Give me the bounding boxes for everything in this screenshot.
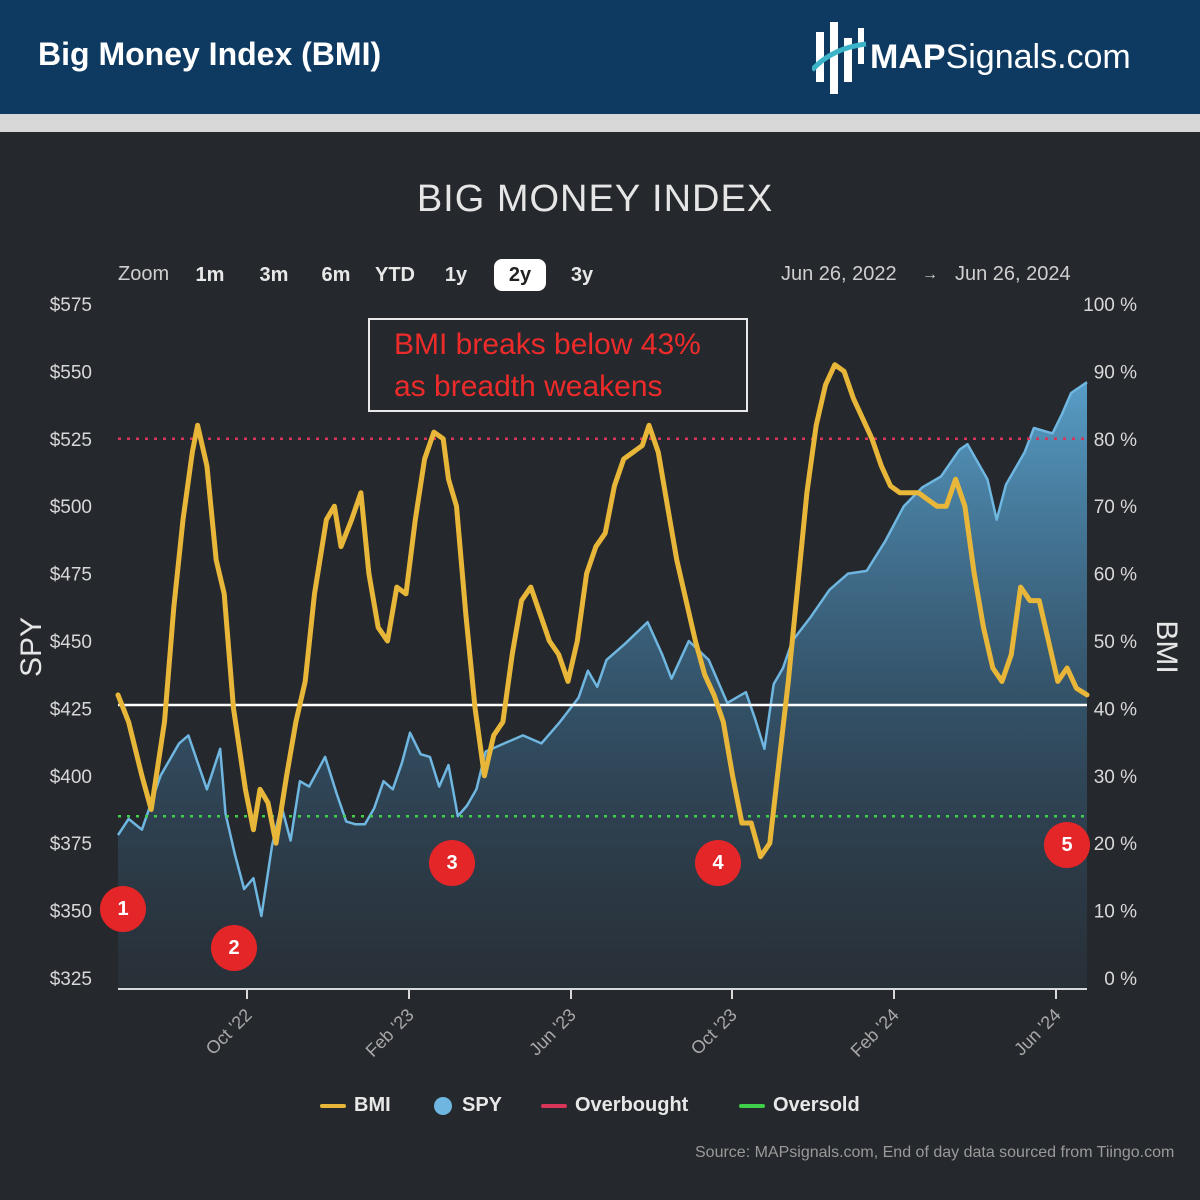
range-from[interactable]: Jun 26, 2022 [781,263,897,285]
page-title: Big Money Index (BMI) [38,36,382,72]
x-tick-label: Feb '23 [362,1005,418,1061]
y-right-tick-label: 50 % [1094,632,1137,653]
range-arrow: → [922,266,938,283]
y-right-tick-label: 40 % [1094,699,1137,720]
y-right-tick-label: 70 % [1094,497,1137,518]
bmi-line [115,362,1090,860]
y-axis-left: $575 $550 $525 $500 $475 $450 $425 $400 $375 $350… [50,295,92,990]
chart-title: BIG MONEY INDEX [416,178,774,220]
legend-spy-label: SPY [462,1094,503,1116]
marker-2: 2 [211,925,257,971]
legend-oversold-label: Oversold [773,1094,860,1116]
y-left-tick-label: $575 [50,295,92,316]
y-right-tick-label: 20 % [1094,834,1137,855]
header-divider [0,114,1200,132]
x-tick-label: Jun '24 [1010,1005,1065,1060]
marker-3: 3 [429,840,475,886]
annotation-line-1: BMI breaks below 43% [394,328,701,361]
marker-5: 5 [1044,822,1090,868]
y-left-tick-label: $500 [50,497,92,518]
zoom-button-1m[interactable]: 1m [195,264,225,286]
x-tick-label: Jun '23 [525,1005,580,1060]
y-left-tick-label: $325 [50,969,92,990]
x-tick-label: Feb '24 [847,1005,903,1061]
y-right-tick-label: 60 % [1094,565,1137,586]
x-tick-label: Oct '22 [202,1005,256,1059]
x-tick-label: Oct '23 [687,1005,741,1059]
source-note: Source: MAPsignals.com, End of day data … [695,1144,1175,1161]
y-left-tick-label: $350 [50,902,92,923]
legend-bmi-swatch [320,1103,346,1108]
annotation-line-2: as breadth weakens [394,370,663,403]
legend-bmi-label: BMI [354,1094,391,1116]
range-to[interactable]: Jun 26, 2024 [955,263,1071,285]
legend-oversold-swatch [739,1103,765,1108]
legend-bmi[interactable]: BMI [320,1094,391,1118]
y-left-tick-label: $550 [50,362,92,383]
legend-overbought-label: Overbought [575,1094,689,1116]
bars-logo-icon [810,22,867,94]
mapsignals-logo[interactable]: MAPSignals.com [810,18,1152,98]
y-right-tick-label: 30 % [1094,767,1137,788]
zoom-button-2y[interactable]: 2y [494,259,546,291]
marker-1: 1 [100,886,146,932]
y-right-tick-label: 80 % [1094,430,1137,451]
y-left-tick-label: $475 [50,565,92,586]
y-right-tick-label: 10 % [1094,902,1137,923]
legend-spy-swatch [434,1096,452,1115]
zoom-button-3m[interactable]: 3m [259,264,289,286]
y-right-tick-label: 0 % [1104,969,1137,990]
legend-spy[interactable]: SPY [434,1094,502,1118]
zoom-button-6m[interactable]: 6m [321,264,351,286]
zoom-button-1y[interactable]: 1y [444,264,468,286]
zoom-button-ytd[interactable]: YTD [375,264,415,286]
spy-line [116,381,1088,918]
legend-overbought[interactable]: Overbought [541,1094,688,1118]
y-left-tick-label: $400 [50,767,92,788]
marker-4: 4 [695,840,741,886]
series-layer [115,362,1090,988]
spy-area [118,382,1087,988]
zoom-label: Zoom [118,263,170,285]
legend-overbought-swatch [541,1103,567,1108]
y-axis-right: 100 % 90 % 80 % 70 % 60 % 50 % 40 % 30 % 20 % 10 … [1083,295,1137,990]
logo-text: MAPSignals.com [870,38,1131,76]
y-left-tick-label: $425 [50,699,92,720]
y-right-tick-label: 100 % [1083,295,1137,316]
y-right-tick-label: 90 % [1094,362,1137,383]
legend-oversold[interactable]: Oversold [739,1094,860,1118]
y-left-tick-label: $375 [50,834,92,855]
y-left-tick-label: $450 [50,632,92,653]
zoom-button-3y[interactable]: 3y [570,264,594,286]
y-left-tick-label: $525 [50,430,92,451]
annotation-box: BMI breaks below 43% as breadth weakens [368,318,748,412]
header-bar: Big Money Index (BMI) MAPSignals.com [0,0,1200,114]
x-axis: Oct '22 Feb '23 Jun '23 Oct '23 Feb '24 Jun '… [118,988,1087,1061]
